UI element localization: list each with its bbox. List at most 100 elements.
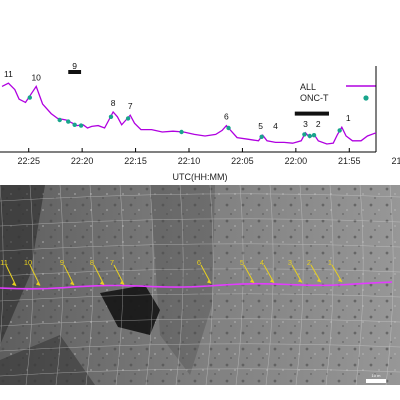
axes: 22:25 22:20 22:15 22:10 22:05 22:00 21:55 21:50 <box>0 66 400 166</box>
asteroid-surface-image: 11 10 9 8 7 6 5 4 3 2 1 10 m <box>0 184 400 386</box>
ground-track <box>0 281 393 290</box>
peak-label: 3 <box>303 119 308 129</box>
onc-point <box>179 129 184 135</box>
site-label: 1 <box>328 258 332 267</box>
site-label: 8 <box>90 258 94 267</box>
grid-line <box>265 184 274 386</box>
dark-slope <box>150 185 215 375</box>
arrow-head <box>270 278 274 283</box>
onc-point <box>259 134 264 139</box>
grid-line <box>0 184 4 348</box>
peak-label: 6 <box>224 112 229 122</box>
large-boulder-shadow <box>100 285 160 335</box>
grid-line <box>0 218 400 227</box>
onc-point <box>125 116 131 121</box>
altimetry-chart: ALL ONC-T UTC(HH:MM) 22:25 22:20 22:15 22:1… <box>0 0 400 185</box>
onc-point <box>108 114 114 120</box>
grid-line <box>0 268 400 277</box>
onc-point <box>27 95 32 100</box>
legend: ALL ONC-T <box>300 82 376 103</box>
peak-label: 10 <box>31 72 41 82</box>
x-tick-label: 22:00 <box>285 156 308 166</box>
arrow-head <box>36 281 40 286</box>
arrow-head <box>298 278 302 283</box>
site-arrow: 10 <box>24 258 41 286</box>
x-tick-label: 22:25 <box>17 156 40 166</box>
onc-point <box>226 125 231 131</box>
x-tick-label: 21:50 <box>391 156 400 166</box>
arrow-shaft <box>63 264 75 286</box>
onc-point <box>66 119 71 124</box>
arrow-head <box>120 280 124 285</box>
site-arrow: 1 <box>328 258 343 283</box>
grid-line <box>0 193 400 202</box>
grid-line <box>25 184 34 386</box>
chart-svg: ALL ONC-T UTC(HH:MM) 22:25 22:20 22:15 22:1… <box>0 61 400 182</box>
site-arrow: 5 <box>240 258 255 284</box>
site-arrow: 9 <box>60 258 75 286</box>
arrow-head <box>317 278 321 283</box>
arrow-head <box>12 281 16 286</box>
site-label: 4 <box>260 258 264 267</box>
onc-point <box>302 132 307 137</box>
onc-point <box>337 128 342 133</box>
site-arrow: 8 <box>90 258 105 286</box>
grid-line <box>385 184 394 386</box>
series-all-line <box>1 82 377 145</box>
grid-line <box>0 243 400 252</box>
onc-point <box>311 133 317 138</box>
onc-point <box>307 133 312 139</box>
grid-line <box>0 343 400 352</box>
legend-all-label: ALL <box>300 82 316 92</box>
site-label: 5 <box>240 258 244 267</box>
peak-label: 11 <box>4 69 13 79</box>
site-arrows: 11 10 9 8 7 6 5 4 3 2 1 <box>0 258 343 287</box>
site-arrow: 6 <box>197 258 212 284</box>
x-tick-label: 22:20 <box>71 156 94 166</box>
grid-line <box>55 184 64 386</box>
legend-onc-label: ONC-T <box>300 93 329 103</box>
site-arrow: 3 <box>288 258 303 283</box>
arrow-head <box>70 281 74 286</box>
site-arrow: 11 <box>0 258 17 287</box>
grid-line <box>355 184 364 386</box>
grid-line <box>0 293 400 302</box>
site-label: 11 <box>0 258 8 267</box>
peak-label: 9 <box>72 61 77 71</box>
x-tick-label: 22:15 <box>124 156 147 166</box>
coordinate-grid <box>0 184 400 386</box>
arrow-head <box>100 280 104 285</box>
onc-point <box>72 122 77 128</box>
arrow-head <box>207 279 211 284</box>
peak-label: 5 <box>258 121 263 131</box>
arrow-shaft <box>5 264 17 287</box>
legend-onc-marker <box>363 95 369 101</box>
grid-line <box>235 184 244 386</box>
site-label: 3 <box>288 258 292 267</box>
grid-line <box>145 184 154 386</box>
grid-line <box>175 184 184 386</box>
scale-label: 10 m <box>372 373 382 378</box>
site-label: 2 <box>307 258 311 267</box>
arrow-head <box>338 277 342 282</box>
grid-line <box>0 368 400 377</box>
peak-label: 1 <box>346 113 351 123</box>
x-tick-label: 21:55 <box>338 156 361 166</box>
site-arrow: 7 <box>110 258 125 285</box>
site-label: 10 <box>24 258 32 267</box>
site-label: 7 <box>110 258 114 267</box>
marker-bar <box>294 111 329 116</box>
surface-svg: 11 10 9 8 7 6 5 4 3 2 1 10 m <box>0 184 400 386</box>
x-tick-label: 22:05 <box>231 156 254 166</box>
grid-line <box>0 318 400 327</box>
site-label: 9 <box>60 258 64 267</box>
peak-label: 2 <box>316 119 321 129</box>
site-arrow: 4 <box>260 258 275 284</box>
peak-label: 4 <box>273 121 278 131</box>
site-arrow: 2 <box>307 258 322 283</box>
x-tick-label: 22:10 <box>178 156 201 166</box>
x-axis-label: UTC(HH:MM) <box>173 172 228 182</box>
arrow-shaft <box>29 264 41 286</box>
peak-label: 7 <box>128 101 133 111</box>
onc-point <box>57 117 62 123</box>
